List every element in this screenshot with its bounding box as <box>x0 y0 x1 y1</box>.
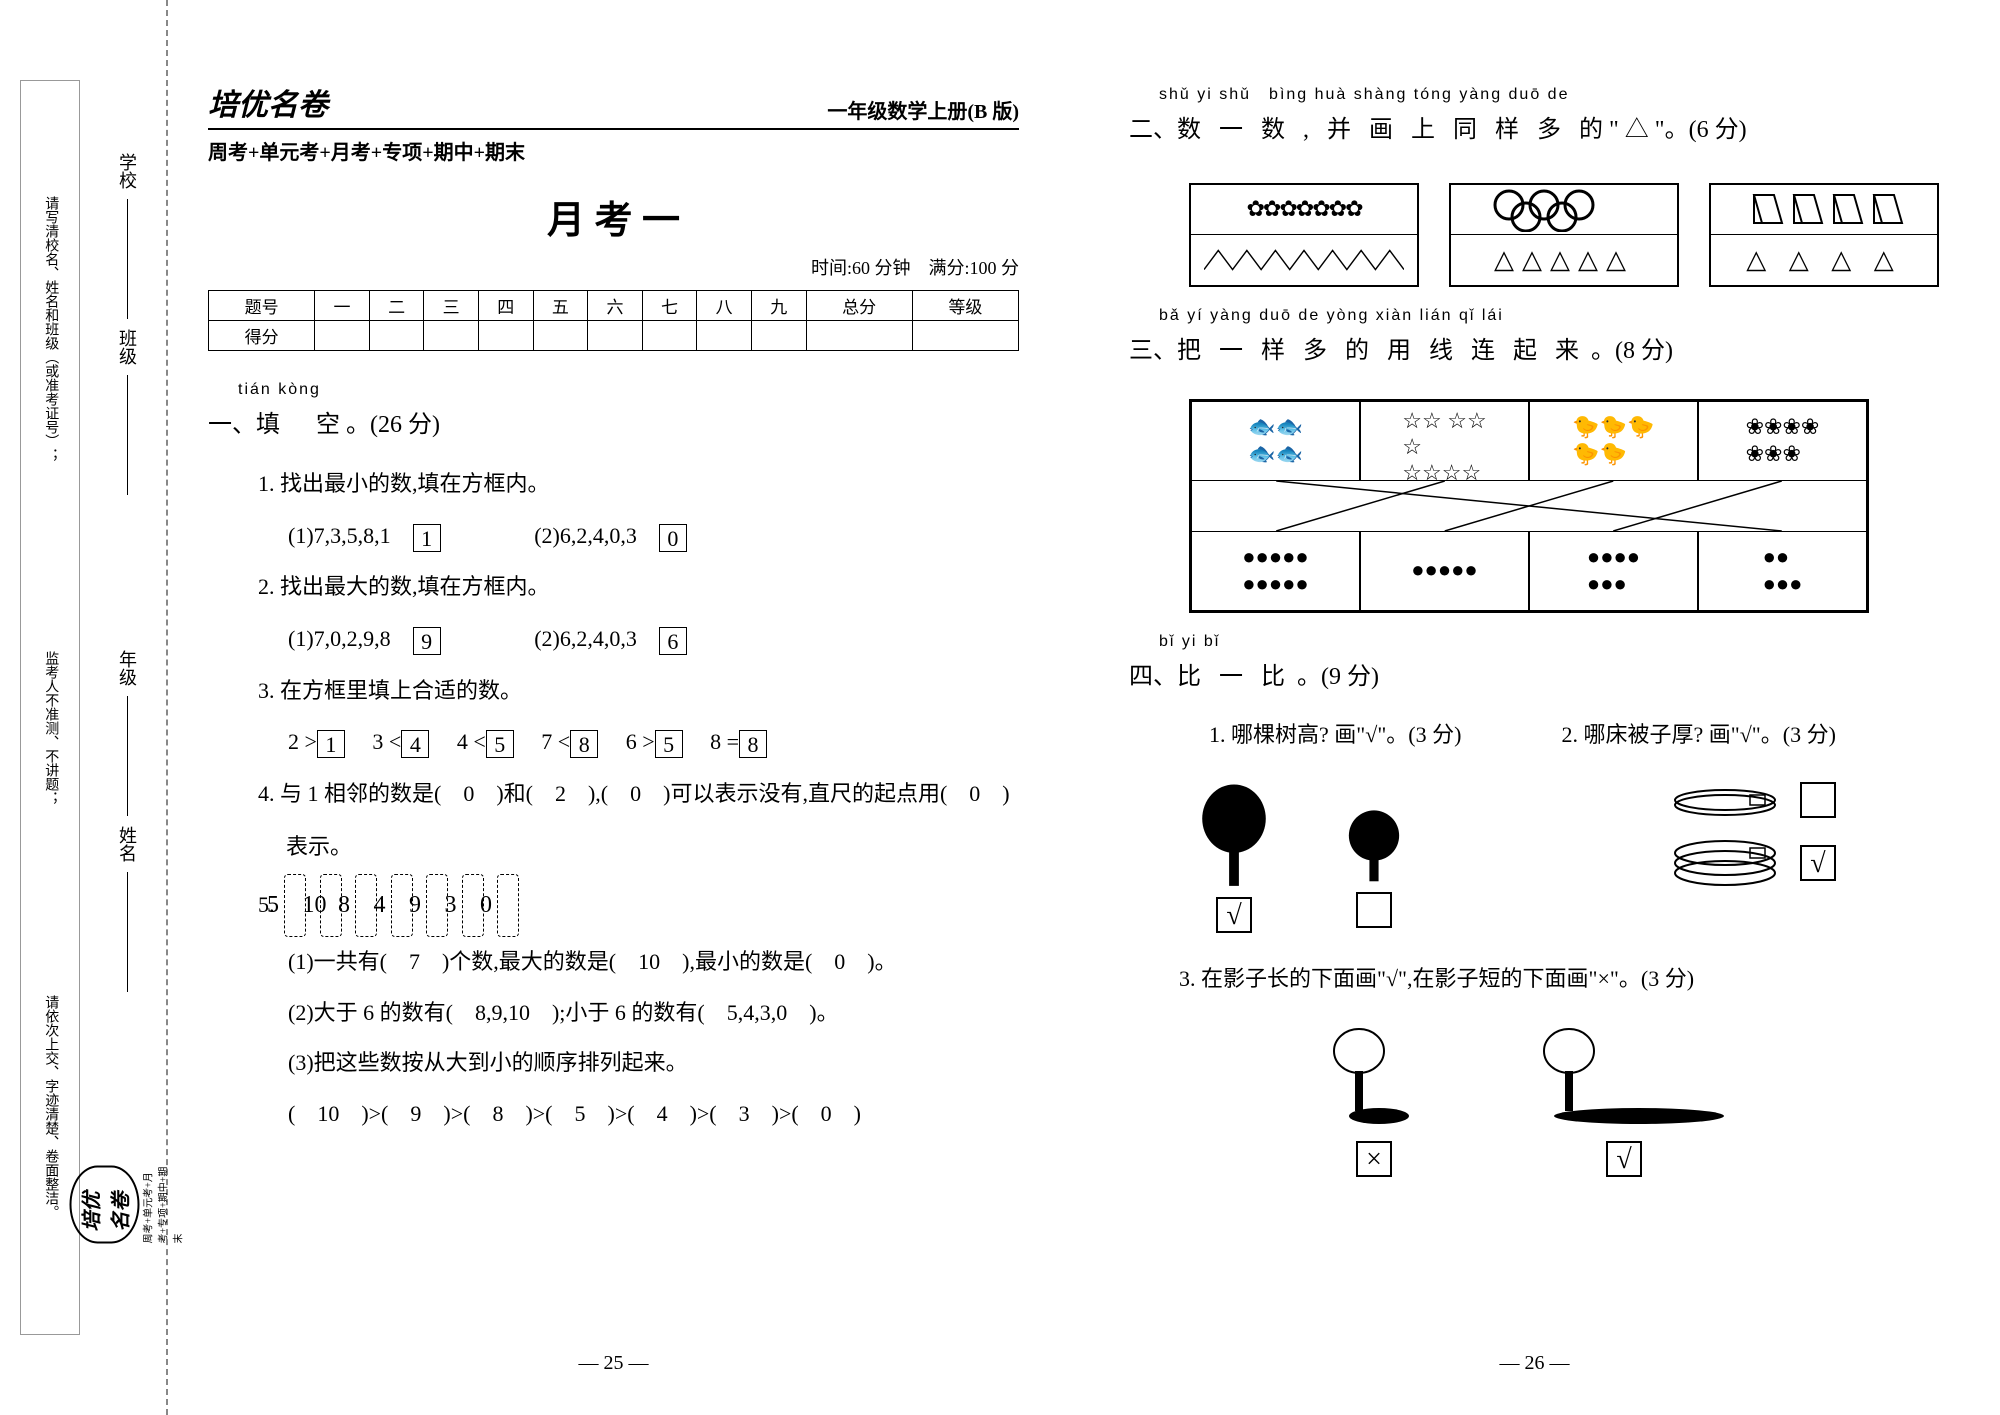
pinyin: bǐ yi bǐ <box>1159 633 1940 651</box>
table-row: 题号 一 二 三 四 五 六 七 八 九 总分 等级 <box>209 291 1019 321</box>
instruction-line: 监考人不准测、不讲题； <box>39 651 61 805</box>
q1-4: 4. 与 1 相邻的数是( 0 )和( 2 ),( 0 )可以表示没有,直尺的起… <box>258 768 1019 874</box>
check-tall: √ <box>1216 897 1252 933</box>
page-left: 培优名卷 一年级数学上册(B 版) 周考+单元考+月考+专项+期中+期末 月 考… <box>168 0 1079 1415</box>
q1-3: 3. 在方框里填上合适的数。 <box>258 665 1019 718</box>
main-logo: 培优名卷 <box>208 80 328 124</box>
section-4-title: 四、比 一 比 。(9 分) <box>1129 651 1940 704</box>
count-box-2: △△△△△ <box>1449 183 1679 287</box>
thin-quilt-icon <box>1670 783 1780 818</box>
page-number-right: — 26 — <box>1129 1332 1940 1375</box>
section-2-title: 二、数 一 数 , 并 画 上 同 样 多 的" △ "。(6 分) <box>1129 104 1940 157</box>
short-tree-icon <box>1329 807 1419 887</box>
q1-5-3: (3)把这些数按从大到小的顺序排列起来。 <box>288 1038 1019 1089</box>
compare-row-1: 1. 哪棵树高? 画"√"。(3 分) √ <box>1189 709 1940 933</box>
chicks-icon: 🐤🐤🐤🐤🐤 <box>1529 401 1698 481</box>
subtitle: 周考+单元考+月考+专项+期中+期末 <box>208 136 1019 165</box>
q4-3: 3. 在影子长的下面画"√",在影子短的下面画"×"。(3 分) <box>1179 953 1940 1006</box>
q1-5-1: (1)一共有( 7 )个数,最大的数是( 10 ),最小的数是( 0 )。 <box>288 937 1019 988</box>
section-1-title: 一、填 空。(26 分) <box>208 399 1019 452</box>
pinyin: shǔ yi shǔ bìng huà shàng tóng yàng duō … <box>1159 80 1940 104</box>
school-label: 学校 班级 <box>114 153 140 505</box>
instruction-box: 请写清校名、姓名和班级（或准考证号）； 监考人不准测、不讲题； 请依次上交、字迹… <box>20 80 80 1335</box>
q1-5-2: (2)大于 6 的数有( 8,9,10 );小于 6 的数有( 5,4,3,0 … <box>288 988 1019 1039</box>
check-short <box>1356 892 1392 928</box>
rings-icon <box>1451 185 1677 235</box>
count-box-3: △ △ △ △ <box>1709 183 1939 287</box>
q4-2: 2. 哪床被子厚? 画"√"。(3 分) <box>1561 709 1835 762</box>
thick-quilt-icon <box>1670 838 1780 888</box>
fish-icon: 🐟🐟🐟🐟 <box>1191 401 1360 481</box>
q1-1-sub: (1)7,3,5,8,1 1 (2)6,2,4,0,3 0 <box>288 511 1019 562</box>
header-row: 培优名卷 一年级数学上册(B 版) <box>208 80 1019 130</box>
count-draw-row: ✿✿✿✿✿✿✿ △△△△△ <box>1189 183 1940 287</box>
page-right: shǔ yi shǔ bìng huà shàng tóng yàng duō … <box>1079 0 2000 1415</box>
triangles-5: △△△△△ <box>1451 235 1677 285</box>
check-thin <box>1800 782 1836 818</box>
check-long-shadow: √ <box>1606 1141 1642 1177</box>
dots-5: ●●●●● <box>1360 531 1529 611</box>
triangles-row <box>1191 235 1417 285</box>
pinyin: tián kòng <box>238 381 1019 399</box>
table-row: 得分 <box>209 321 1019 351</box>
count-box-1: ✿✿✿✿✿✿✿ <box>1189 183 1419 287</box>
q1-2-sub: (1)7,0,2,9,8 9 (2)6,2,4,0,3 6 <box>288 614 1019 665</box>
time-info: 时间:60 分钟 满分:100 分 <box>208 254 1019 280</box>
matching-grid: 🐟🐟🐟🐟 ☆☆ ☆☆☆☆☆☆☆ 🐤🐤🐤🐤🐤 ❀❀❀❀❀❀❀ ●●●●● ●●●●… <box>1189 399 1869 613</box>
books-icon <box>1711 185 1937 235</box>
check-thick: √ <box>1800 845 1836 881</box>
match-lines <box>1191 481 1867 531</box>
long-shadow-icon <box>1519 1026 1729 1136</box>
q1-5-3a: ( 10 )>( 9 )>( 8 )>( 5 )>( 4 )>( 3 )>( 0… <box>288 1089 1019 1140</box>
tall-tree-icon <box>1189 782 1279 892</box>
q1-3-sub: 2 >1 3 <4 4 <5 7 <8 6 >5 8 =8 <box>288 717 1019 768</box>
q1-2: 2. 找出最大的数,填在方框内。 <box>258 561 1019 614</box>
flowers-icon: ✿✿✿✿✿✿✿ <box>1191 185 1417 235</box>
subject-label: 一年级数学上册(B 版) <box>827 95 1019 124</box>
dots-5b: ●● ●●● <box>1698 531 1867 611</box>
q1-1: 1. 找出最小的数,填在方框内。 <box>258 458 1019 511</box>
pinyin: bǎ yí yàng duō de yòng xiàn lián qǐ lái <box>1159 307 1940 325</box>
instruction-line: 请依次上交、字迹清楚、卷面整洁。 <box>39 995 61 1219</box>
page-number-left: — 25 — <box>208 1332 1019 1375</box>
exam-title: 月 考 一 <box>208 189 1019 244</box>
section-3-title: 三、把 一 样 多 的 用 线 连 起 来 。(8 分) <box>1129 325 1940 378</box>
dots-10: ●●●●● ●●●●● <box>1191 531 1360 611</box>
short-shadow-icon <box>1309 1026 1439 1136</box>
score-table: 题号 一 二 三 四 五 六 七 八 九 总分 等级 得分 <box>208 290 1019 351</box>
q1-5: 5. 5 10 8 4 9 3 0 <box>258 874 1019 938</box>
stars-icon: ☆☆ ☆☆☆☆☆☆☆ <box>1360 401 1529 481</box>
triangles-4: △ △ △ △ <box>1711 235 1937 285</box>
instruction-line: 请写清校名、姓名和班级（或准考证号）； <box>39 196 61 462</box>
binding-sidebar: 学校 班级 年级 姓名 培优名卷 周考+单元考+月考+专项+期中+期末 <box>88 0 168 1415</box>
q4-1: 1. 哪棵树高? 画"√"。(3 分) <box>1209 709 1461 762</box>
check-short-shadow: × <box>1356 1141 1392 1177</box>
flowers-icon: ❀❀❀❀❀❀❀ <box>1698 401 1867 481</box>
grade-label: 年级 姓名 <box>114 650 140 1002</box>
shadow-row: × √ <box>1309 1026 1940 1177</box>
dots-7: ●●●● ●●● <box>1529 531 1698 611</box>
